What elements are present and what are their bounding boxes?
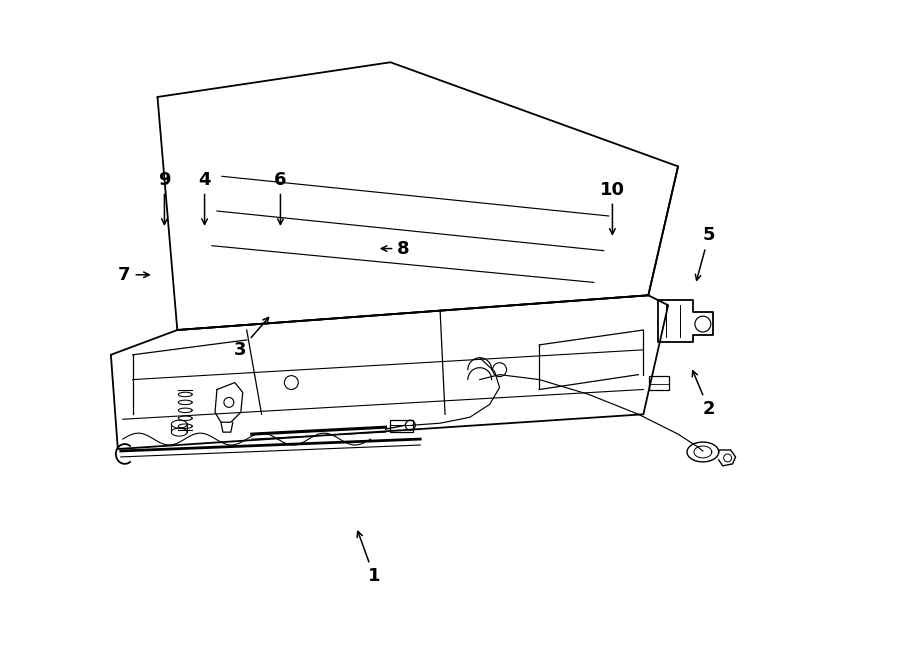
Text: 7: 7 xyxy=(118,266,149,284)
Text: 4: 4 xyxy=(198,171,211,225)
Text: 5: 5 xyxy=(696,227,716,280)
Text: 8: 8 xyxy=(382,239,410,258)
Text: 3: 3 xyxy=(234,317,268,359)
Text: 10: 10 xyxy=(600,180,625,234)
Text: 6: 6 xyxy=(274,171,287,225)
Text: 9: 9 xyxy=(158,171,171,225)
Text: 2: 2 xyxy=(692,371,716,418)
Text: 1: 1 xyxy=(357,531,381,585)
